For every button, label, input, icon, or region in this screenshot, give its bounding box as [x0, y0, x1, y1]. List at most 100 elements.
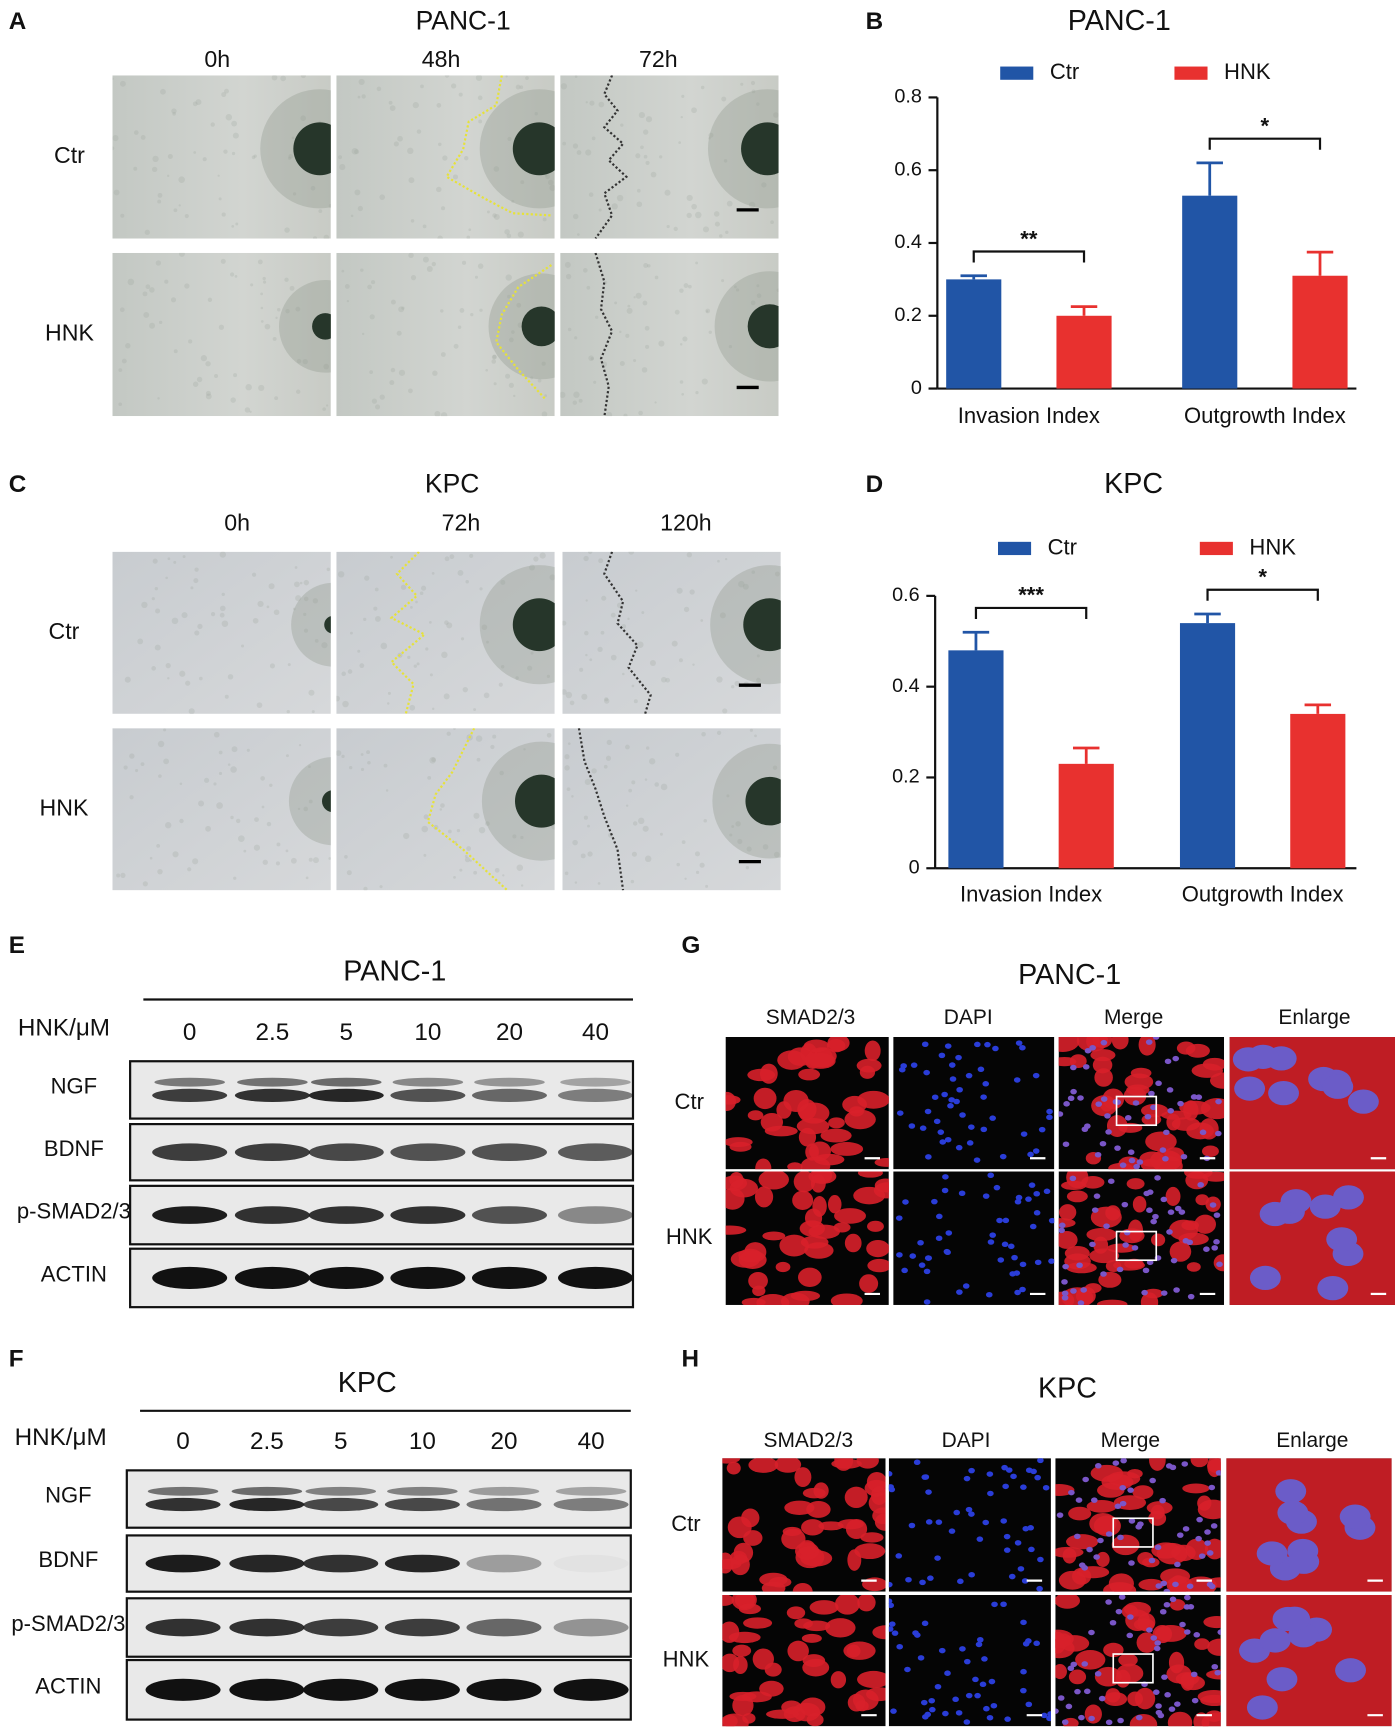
cell [787, 1640, 809, 1662]
texture [207, 297, 213, 302]
texture [420, 84, 424, 89]
texture [479, 587, 483, 591]
texture [159, 320, 163, 325]
nucleus [1105, 1531, 1113, 1537]
band-label: BDNF [44, 1136, 104, 1161]
error-bar [1304, 703, 1332, 714]
nucleus [888, 1581, 893, 1588]
cell [1179, 1100, 1211, 1115]
texture [292, 192, 297, 196]
nucleus [933, 1118, 941, 1125]
nucleus [1174, 1561, 1181, 1568]
texture [429, 673, 433, 677]
nucleus [1020, 1484, 1027, 1490]
texture [264, 323, 271, 330]
texture [364, 575, 370, 581]
dose: 20 [490, 1428, 517, 1455]
nucleus [1032, 1148, 1040, 1154]
micrograph [112, 252, 331, 417]
nucleus [1133, 1163, 1140, 1170]
texture [379, 885, 383, 889]
texture [549, 574, 555, 581]
texture [120, 872, 126, 878]
texture [120, 213, 125, 218]
fluorescence-image [1229, 1171, 1395, 1305]
texture [336, 695, 340, 702]
texture [194, 630, 200, 636]
error-bar [1072, 746, 1100, 764]
texture [179, 782, 183, 786]
cell [758, 1171, 789, 1190]
nucleus [1322, 1074, 1354, 1099]
texture [494, 867, 500, 873]
nucleus [1081, 1661, 1089, 1667]
nucleus [956, 1289, 963, 1295]
texture [626, 307, 633, 314]
texture [141, 601, 148, 609]
fluorescence-image [1226, 1458, 1392, 1592]
texture [219, 551, 226, 558]
nucleus [941, 1187, 949, 1194]
nucleus [1195, 1535, 1202, 1542]
nucleus [1126, 1632, 1134, 1639]
nucleus [1213, 1212, 1221, 1218]
texture [318, 209, 323, 213]
texture [466, 235, 471, 239]
nucleus [921, 1620, 929, 1627]
texture [719, 234, 723, 238]
texture [373, 606, 378, 611]
nucleus [1275, 1479, 1307, 1504]
texture [271, 75, 278, 81]
zoom-box [1112, 1653, 1154, 1684]
nucleus [1067, 1665, 1075, 1672]
nucleus [1033, 1190, 1041, 1197]
nucleus [1199, 1129, 1207, 1136]
texture [354, 189, 361, 196]
texture [630, 879, 635, 884]
texture [589, 658, 593, 662]
nucleus [982, 1193, 990, 1199]
cell [1154, 1624, 1187, 1642]
band-label: ACTIN [41, 1262, 107, 1287]
texture [746, 846, 752, 852]
texture [173, 349, 178, 354]
texture [729, 833, 733, 837]
texture [658, 340, 665, 347]
texture [611, 203, 618, 210]
micrograph [112, 728, 331, 891]
nucleus [1118, 1594, 1126, 1600]
nucleus [1084, 1123, 1091, 1129]
cell [862, 1577, 886, 1592]
cell [804, 1242, 834, 1259]
texture [286, 709, 290, 714]
texture [260, 306, 264, 310]
texture [336, 750, 342, 757]
texture [303, 628, 309, 633]
nucleus [1197, 1181, 1205, 1188]
texture [235, 222, 239, 226]
band [229, 1497, 305, 1512]
texture [750, 80, 756, 86]
nucleus [1013, 1077, 1021, 1083]
band [384, 1554, 460, 1573]
texture [508, 337, 514, 343]
texture [300, 75, 306, 79]
nucleus [1170, 1257, 1178, 1264]
texture [140, 762, 145, 767]
cell [798, 1068, 821, 1081]
nucleus [925, 1489, 932, 1495]
band [471, 1088, 547, 1103]
significance-label: * [1258, 565, 1267, 590]
nucleus [948, 1528, 956, 1534]
texture [358, 78, 365, 85]
texture [530, 376, 534, 380]
texture [610, 654, 617, 661]
micrograph [112, 75, 331, 239]
band [303, 1554, 379, 1573]
cell [830, 1142, 864, 1156]
texture [620, 123, 624, 127]
texture [545, 174, 551, 180]
nucleus [1190, 1094, 1198, 1100]
column-label: 120h [660, 509, 711, 535]
band [466, 1678, 542, 1701]
